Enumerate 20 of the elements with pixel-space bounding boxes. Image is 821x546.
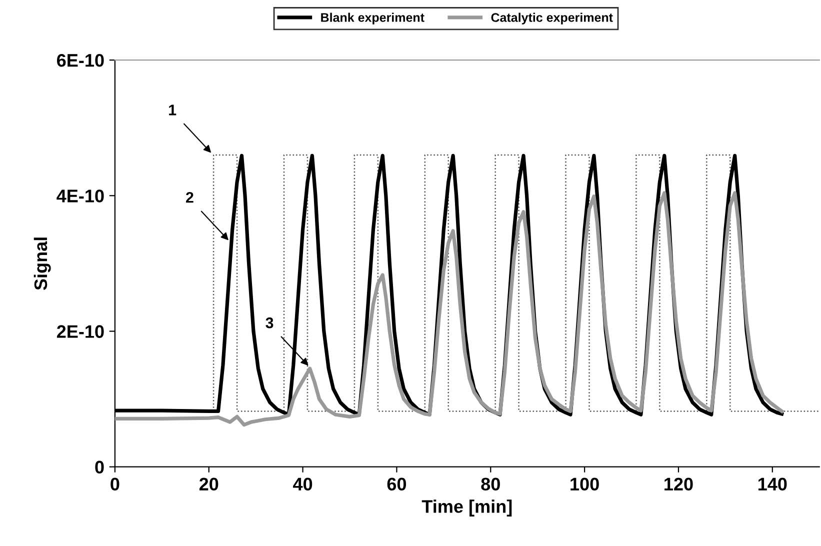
line-series	[114, 191, 784, 427]
annotation: 3	[266, 317, 274, 328]
x-tick-label: 20	[199, 478, 218, 491]
y-tick-label: 0	[95, 460, 104, 474]
legend-label: Blank experiment	[321, 12, 424, 24]
x-axis-title: Time [min]	[422, 500, 512, 516]
y-axis-title: Signal	[34, 238, 51, 290]
annotation: 2	[186, 192, 194, 203]
legend-label: Catalytic experiment	[491, 12, 613, 24]
x-tick-label: 120	[664, 478, 693, 491]
y-tick-label: 4E-10	[56, 190, 104, 202]
y-tick-label: 2E-10	[56, 325, 104, 338]
x-tick-label: 40	[293, 478, 312, 491]
x-tick-label: 60	[387, 478, 406, 491]
x-tick-label: 140	[758, 478, 787, 491]
annotation: 1	[169, 104, 176, 116]
x-tick-label: 80	[481, 478, 500, 491]
x-tick-label: 0	[110, 478, 120, 491]
y-tick-label: 6E-10	[57, 54, 104, 67]
x-tick-label: 100	[570, 478, 599, 491]
